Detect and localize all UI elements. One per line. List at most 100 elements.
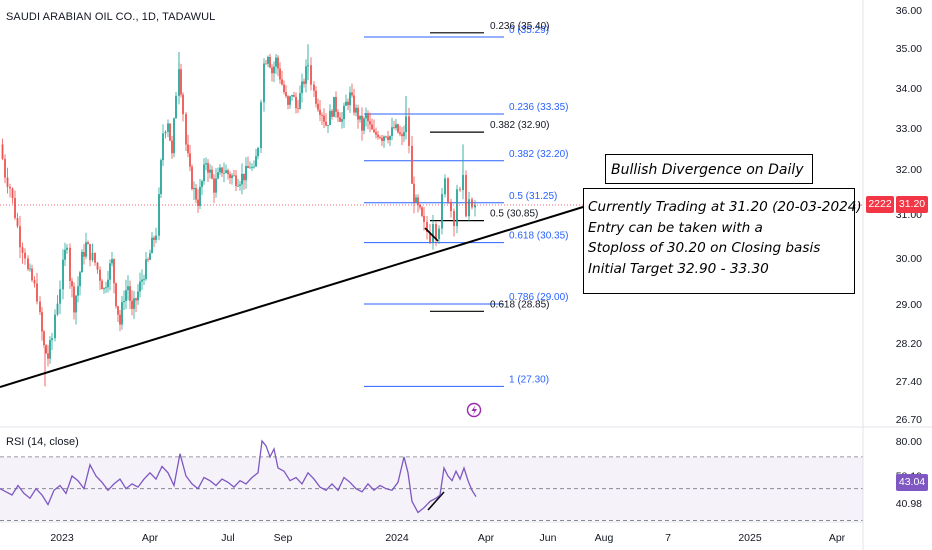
annotation-headline[interactable]: Bullish Divergence on Daily TF (605, 154, 813, 208)
candle-body (85, 242, 87, 257)
candle-body (277, 57, 279, 69)
candle-body (145, 259, 147, 280)
candle-body (33, 280, 36, 284)
time-axis: 2023 Apr Jul Sep 2024 Apr Jun Aug 7 2025 Apr (50, 532, 845, 544)
candle-body (87, 242, 89, 245)
candle-body (185, 114, 187, 145)
candle-body (189, 153, 191, 167)
time-axis-label: Apr (829, 532, 846, 544)
divergence-marks (424, 227, 445, 511)
fib-level-label: 0.5 (31.25) (509, 191, 557, 202)
candle-body (275, 57, 277, 67)
candle-body (219, 167, 221, 173)
candle-body (397, 124, 399, 133)
price-axis-label: 29.00 (896, 299, 922, 311)
candle-body (111, 259, 113, 264)
price-candles (1, 44, 476, 387)
candle-body (94, 252, 96, 263)
candle-body (317, 103, 319, 110)
candle-body (474, 204, 476, 208)
candle-body (147, 259, 149, 261)
trendline[interactable] (0, 206, 584, 388)
candle-body (415, 197, 417, 203)
lightning-icon[interactable] (466, 402, 482, 418)
candle-body (257, 148, 259, 157)
candle-body (359, 115, 361, 120)
candle-body (283, 84, 285, 93)
candle-body (355, 107, 357, 113)
candle-body (321, 114, 323, 116)
rsi-title[interactable]: RSI (14, close) (6, 436, 79, 448)
candle-body (59, 289, 61, 304)
candle-body (303, 81, 305, 84)
fib-level-label: 0.5 (30.85) (490, 209, 538, 220)
fib-level-label: 1 (27.30) (509, 374, 549, 385)
candle-body (301, 81, 303, 94)
candle-body (223, 172, 225, 174)
time-axis-label: 2025 (738, 532, 762, 544)
candle-body (267, 56, 269, 64)
candle-body (151, 237, 153, 254)
candle-body (123, 300, 125, 303)
time-axis-label: Aug (595, 532, 614, 544)
candle-body (289, 96, 291, 105)
candle-body (1, 144, 4, 159)
candle-body (369, 121, 371, 125)
candle-body (273, 66, 275, 74)
candle-body (171, 140, 173, 154)
rsi-line (0, 439, 477, 514)
annotation-line: Initial Target 32.90 - 33.30 (588, 260, 769, 277)
time-axis-label: Apr (142, 532, 159, 544)
annotation-note[interactable]: Currently Trading at 31.20 (20-03-2024) … (583, 188, 862, 294)
fib-level-label: 0.618 (28.85) (490, 299, 550, 310)
candle-body (51, 338, 53, 341)
annotation-line: Currently Trading at 31.20 (20-03-2024) (588, 199, 862, 215)
candle-body (71, 280, 73, 287)
price-axis-label: 34.00 (896, 83, 922, 95)
candle-body (387, 136, 389, 140)
candle-body (167, 123, 169, 132)
candle-body (99, 269, 101, 281)
candle-body (381, 137, 383, 141)
candle-body (24, 252, 26, 259)
candle-body (29, 268, 31, 270)
candle-body (345, 101, 347, 106)
candle-body (315, 90, 317, 104)
candle-body (213, 178, 215, 193)
time-axis-label: Jun (540, 532, 557, 544)
price-divergence-mark[interactable] (424, 227, 439, 242)
candle-body (193, 187, 195, 190)
candle-body (47, 353, 49, 359)
candle-body (101, 280, 103, 290)
candle-body (43, 331, 45, 346)
candle-body (205, 163, 207, 165)
candle-body (39, 301, 41, 313)
candle-body (239, 184, 241, 186)
candle-body (173, 118, 175, 154)
candle-body (271, 67, 273, 74)
candle-body (468, 199, 470, 217)
candle-body (115, 283, 117, 307)
candle-body (233, 175, 235, 177)
candle-body (245, 165, 247, 181)
candle-body (117, 306, 119, 315)
fib-level-label: 0.618 (30.35) (509, 231, 569, 242)
candle-body (447, 178, 449, 202)
time-axis-label: 2023 (50, 532, 74, 544)
price-axis-label: 32.00 (896, 164, 922, 176)
candle-body (121, 302, 123, 325)
time-axis-label: Jul (221, 532, 234, 544)
candle-body (64, 249, 66, 260)
candle-body (164, 131, 167, 134)
price-axis-label: 36.00 (896, 5, 922, 17)
candle-body (127, 286, 129, 291)
candle-body (109, 263, 111, 280)
rsi-divergence-mark[interactable] (427, 491, 445, 511)
rsi-axis-label: 80.00 (896, 436, 922, 448)
candle-body (323, 115, 325, 122)
candle-body (137, 291, 139, 301)
time-axis-label: Sep (274, 532, 293, 544)
candle-body (83, 251, 85, 257)
candle-body (459, 189, 461, 191)
